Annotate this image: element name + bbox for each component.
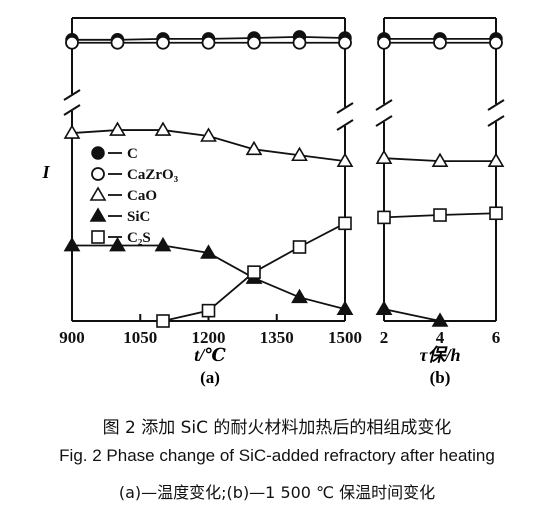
panel-b-data-point-cao [375, 149, 393, 164]
panel-a-data-point-c2s [156, 314, 170, 328]
panel-a-data-point-sic [63, 236, 81, 252]
panel-a-data-point-cazro3 [156, 35, 170, 50]
panel-a-x-axis-label: t/℃ [194, 345, 226, 365]
panel-a-right-break-mark-1 [336, 102, 354, 114]
panel-a-data-point-cazro3 [110, 35, 125, 50]
panel-b-right-break-mark-2 [487, 115, 505, 127]
panel-b-data-point-sic [431, 312, 449, 327]
panel-a-data-point-cao [63, 124, 81, 139]
caption-subtitle: (a)—温度变化;(b)—1 500 ℃ 保温时间变化 [118, 483, 436, 502]
panel-a-data-point-cazro3 [247, 35, 261, 50]
panel-b-left-break-mark-1 [375, 99, 393, 111]
panel-a-y-axis-label: I [41, 162, 50, 182]
panel-a-data-point-cao [154, 121, 172, 136]
legend-marker [89, 207, 107, 222]
legend-label: SiC [127, 209, 150, 225]
legend-label: C₂S [127, 230, 151, 246]
panel-a-data-point-cazro3 [65, 35, 79, 50]
panel-a-left-break-mark-1 [63, 89, 81, 101]
panel-a-data-point-c2s [338, 216, 352, 231]
panel-a-data-point-c2s [201, 303, 216, 318]
panel-b-left-break-mark-2 [375, 115, 393, 127]
panel-b-data-point-cao [487, 152, 505, 167]
panel-a-data-point-c2s [292, 240, 307, 254]
panel-a-data-point-cao [336, 152, 354, 167]
panel-b-data-point-c2s [377, 210, 391, 225]
panel-a-left-break-mark-2 [63, 104, 81, 116]
panel-a-x-tick-label: 1350 [260, 328, 294, 347]
legend-marker [89, 186, 107, 201]
panel-a-x-tick-label: 1050 [123, 328, 157, 347]
panel-b-data-point-cazro3 [377, 35, 391, 50]
panel-b-data-point-c2s [489, 206, 503, 221]
panel-a-data-point-c2s [247, 265, 261, 279]
panel-a-data-point-sic [200, 244, 217, 259]
panel-a-x-tick-label: 900 [59, 328, 85, 347]
panel-b-data-point-cao [431, 152, 449, 167]
panel-a-data-point-sic [109, 236, 126, 252]
panel-b-x-tick-label: 4 [436, 328, 445, 347]
panel-a-data-point-cao [109, 121, 126, 136]
panel-b-x-tick-label: 2 [380, 328, 389, 347]
panel-b-frame [375, 17, 505, 322]
panel-a-x-ticks: 900 1050 1200 1350 1500 [59, 314, 362, 347]
panel-a-data-point-cao [200, 127, 217, 142]
panel-b-data-point-sic [375, 300, 393, 315]
panel-b-series-line-sic [383, 308, 441, 322]
panel-a-data-point-sic [154, 236, 172, 252]
panel-a-right-break-mark-2 [336, 119, 354, 131]
legend: C CaZrO₃ CaO SiC C₂S [89, 146, 179, 246]
caption-english: Fig. 2 Phase change of SiC-added refract… [59, 446, 495, 465]
panel-a-data-point-cao [291, 146, 308, 162]
legend-label: CaO [127, 188, 157, 204]
panel-a-frame [63, 17, 354, 322]
panel-a-data-point-cazro3 [292, 35, 307, 50]
panel-a-label: (a) [200, 368, 220, 387]
panel-a-data-point-cazro3 [338, 35, 352, 50]
legend-marker [91, 167, 105, 181]
series-markers [63, 30, 505, 328]
panel-b-data-point-c2s [433, 208, 447, 222]
legend-marker [91, 146, 105, 160]
panel-a-x-tick-label: 1200 [192, 328, 226, 347]
panel-b-label: (b) [430, 368, 451, 387]
caption-chinese: 图 2 添加 SiC 的耐火材料加热后的相组成变化 [102, 418, 452, 438]
panel-b-x-axis-label: τ保/h [419, 345, 460, 365]
panel-b-x-tick-label: 6 [492, 328, 501, 347]
panel-a-data-point-cao [245, 140, 263, 156]
legend-marker [91, 230, 105, 244]
panel-a-data-point-sic [336, 300, 354, 315]
panel-b-data-point-cazro3 [489, 35, 503, 50]
panel-b-right-break-mark-1 [487, 99, 505, 111]
legend-label: CaZrO₃ [127, 167, 179, 183]
panel-a-data-point-sic [291, 288, 308, 304]
panel-b-data-point-cazro3 [433, 35, 447, 50]
panel-a-data-point-cazro3 [201, 35, 216, 50]
panel-a-x-tick-label: 1500 [328, 328, 362, 347]
legend-label: C [127, 146, 138, 162]
